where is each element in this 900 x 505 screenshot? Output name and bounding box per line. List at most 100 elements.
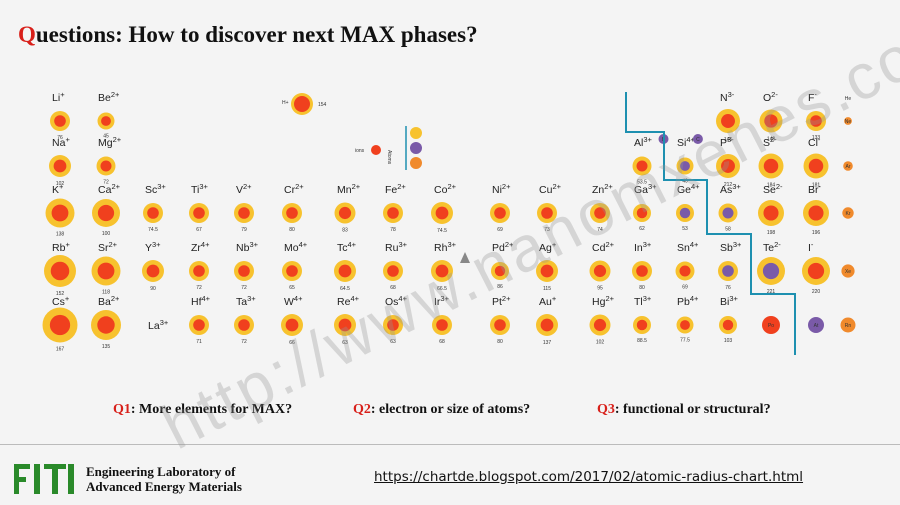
- element-au: Au+ 137: [536, 294, 558, 346]
- element-zn: Zn2+ 74: [590, 182, 613, 233]
- ion-symbol: La3+: [148, 318, 169, 332]
- ion-radius-value: 79: [241, 227, 247, 233]
- ion-radius-value: 69: [682, 285, 688, 291]
- element-pt: Pt2+ 80: [490, 294, 511, 345]
- element-al: Al3+ 53.5: [632, 135, 653, 186]
- element-ta: Ta3+ 72: [234, 294, 256, 345]
- ion-symbol: Hf4+: [191, 294, 211, 308]
- ion-radius-value: 198: [767, 230, 776, 236]
- ion-radius-value: 220: [812, 289, 821, 295]
- footer-divider: [0, 444, 900, 445]
- ion-radius-value: 140: [767, 137, 776, 143]
- ion-symbol: Tl3+: [634, 294, 652, 308]
- ion-radius-value: 83: [342, 228, 348, 234]
- noble-symbol: Ar: [846, 164, 851, 170]
- ion-inner-circle: [636, 207, 648, 219]
- element-re: Re4+ 63: [334, 294, 360, 346]
- atom-symbol: C: [696, 137, 700, 143]
- ion-inner-circle: [286, 265, 298, 277]
- ion-radius-value: 40: [682, 179, 688, 185]
- element-ge: Ge4+ 53: [676, 182, 700, 232]
- ion-radius-value: 45: [103, 134, 109, 140]
- ion-inner-circle: [387, 319, 399, 331]
- element-mg: Mg2+ 72: [96, 135, 122, 186]
- ion-symbol: Y3+: [145, 240, 161, 254]
- legend: ions Atoms: [355, 126, 422, 170]
- ion-inner-circle: [147, 207, 159, 219]
- ion-radius-value: 74.5: [437, 228, 447, 234]
- ion-symbol: Ru3+: [385, 240, 408, 254]
- ion-symbol: Te2-: [763, 240, 781, 254]
- ion-radius-value: 115: [543, 286, 551, 292]
- atom-circle: [692, 134, 703, 144]
- ion-inner-circle: [722, 319, 734, 331]
- ion-inner-circle: [436, 319, 448, 331]
- noble-symbol: Kr: [846, 211, 851, 217]
- atom-circle: [808, 317, 824, 333]
- ion-radius-value: 103: [724, 338, 733, 344]
- ion-radius-value: 53: [682, 226, 688, 232]
- ion-symbol: Ba2+: [98, 294, 120, 308]
- lab-logo: [14, 464, 74, 494]
- ion-symbol: Cr2+: [284, 182, 304, 196]
- ion-inner-circle: [193, 319, 205, 331]
- ion-symbol: Rb+: [52, 240, 70, 254]
- ion-radius-value: 138: [56, 232, 65, 238]
- element-co: Co2+ 74.5: [431, 182, 457, 234]
- element-os: Os4+ 63: [383, 294, 408, 345]
- ion-radius-value: 133: [812, 135, 821, 141]
- ion-inner-circle: [679, 207, 691, 219]
- ion-symbol: F-: [808, 90, 817, 104]
- ion-radius-value: 65: [289, 285, 295, 291]
- ion-inner-circle: [722, 207, 734, 219]
- ion-inner-circle: [100, 160, 112, 172]
- ion-inner-circle: [680, 161, 690, 171]
- ion-radius-value: 167: [56, 347, 65, 353]
- ion-radius-value: 71: [196, 339, 202, 345]
- ion-inner-circle: [808, 205, 824, 221]
- element-li: Li+ 76: [50, 90, 70, 141]
- mouse-cursor-icon: [460, 252, 470, 263]
- ion-symbol: Al3+: [634, 135, 653, 149]
- ion-radius-value: 102: [596, 340, 605, 346]
- ion-inner-circle: [679, 265, 691, 277]
- element-f: F- 133: [806, 90, 826, 141]
- source-link[interactable]: https://chartde.blogspot.com/2017/02/ato…: [374, 469, 804, 485]
- ion-symbol: Mn2+: [337, 182, 361, 196]
- ion-symbol: Cl-: [808, 135, 821, 149]
- element-p: P3- 212: [716, 135, 740, 188]
- element-sb: Sb3+ 76: [718, 240, 742, 291]
- ion-symbol: Cd2+: [592, 240, 615, 254]
- ion-symbol: K+: [52, 182, 64, 196]
- ion-symbol: Sr2+: [98, 240, 118, 254]
- lab-name: Engineering Laboratory of Advanced Energ…: [86, 464, 242, 494]
- noble-rn: Rn: [840, 317, 856, 333]
- ion-radius-value: 76: [57, 135, 63, 141]
- element-nb: Nb3+ 72: [234, 240, 259, 291]
- ion-symbol: Tc4+: [337, 240, 357, 254]
- ion-symbol: Sn4+: [677, 240, 699, 254]
- ion-inner-circle: [494, 265, 506, 277]
- ion-symbol: Pd2+: [492, 240, 514, 254]
- ion-symbol: Cu2+: [539, 182, 562, 196]
- ion-symbol: V2+: [236, 182, 252, 196]
- ion-symbol: N3-: [720, 90, 735, 104]
- ion-radius-value: 184: [767, 183, 776, 189]
- element-cd: Cd2+ 95: [589, 240, 615, 292]
- ion-radius-value: 154: [318, 102, 327, 108]
- element-y: Y3+ 90: [142, 240, 164, 292]
- ion-symbol: Ir3+: [434, 294, 450, 308]
- ion-radius-value: 196: [812, 230, 821, 236]
- ion-inner-circle: [540, 318, 554, 332]
- ion-symbol: Sb3+: [720, 240, 742, 254]
- ion-inner-circle: [193, 207, 205, 219]
- ion-radius-value: 74: [597, 227, 603, 233]
- ion-symbol: Bi3+: [720, 294, 739, 308]
- ion-symbol: W4+: [284, 294, 303, 308]
- ion-inner-circle: [286, 207, 298, 219]
- element-mo: Mo4+ 65: [282, 240, 308, 291]
- ion-symbol: In3+: [634, 240, 652, 254]
- element-hg: Hg2+ 102: [589, 294, 615, 346]
- element-ru: Ru3+ 68: [383, 240, 408, 291]
- element-pd: Pd2+ 86: [491, 240, 514, 290]
